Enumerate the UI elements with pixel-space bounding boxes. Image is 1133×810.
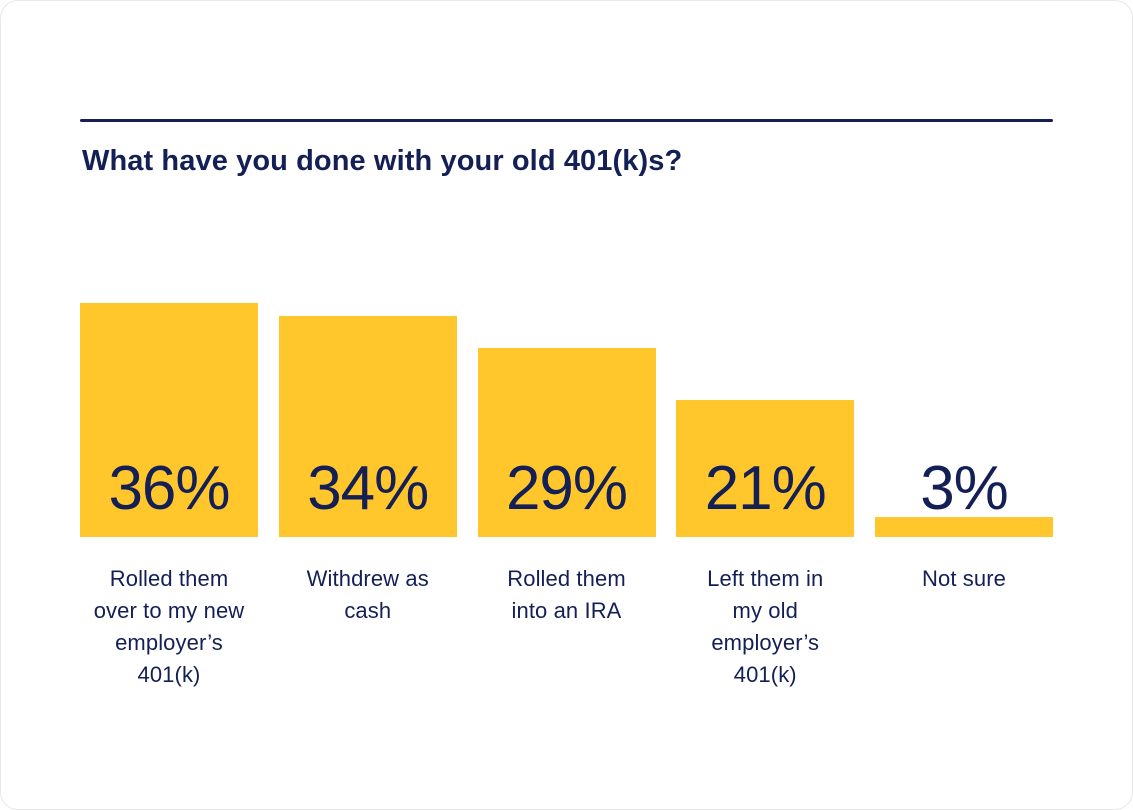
bar-category-label: Not sure <box>922 566 1006 591</box>
bar-column: 36% Rolled them over to my new employer’… <box>80 303 258 687</box>
bar-value-label: 34% <box>307 454 429 523</box>
bar-category-label: Withdrew as cash <box>306 566 429 623</box>
bar-category-label: Rolled them into an IRA <box>507 566 626 623</box>
bar-value-label: 21% <box>704 454 827 523</box>
bar <box>676 400 855 537</box>
bar-value-label: 36% <box>108 454 230 523</box>
bar <box>875 517 1053 537</box>
bar-chart: 36% Rolled them over to my new employer’… <box>80 303 1053 687</box>
bar-column: 3% Not sure <box>875 303 1053 591</box>
bar-value-label: 3% <box>920 454 1009 523</box>
bar <box>477 348 656 537</box>
divider-line <box>80 119 1053 122</box>
bar-category-label: Rolled them over to my new employer’s 40… <box>93 566 245 687</box>
chart-title: What have you done with your old 401(k)s… <box>82 145 683 177</box>
bar <box>80 303 258 537</box>
bar-column: 29% Rolled them into an IRA <box>477 303 656 623</box>
bar-column: 21% Left them in my old employer’s 401(k… <box>676 303 855 687</box>
bar-value-label: 29% <box>505 454 628 523</box>
bar-category-label: Left them in my old employer’s 401(k) <box>707 566 824 687</box>
bar-column: 34% Withdrew as cash <box>278 303 457 623</box>
bar <box>278 316 457 537</box>
